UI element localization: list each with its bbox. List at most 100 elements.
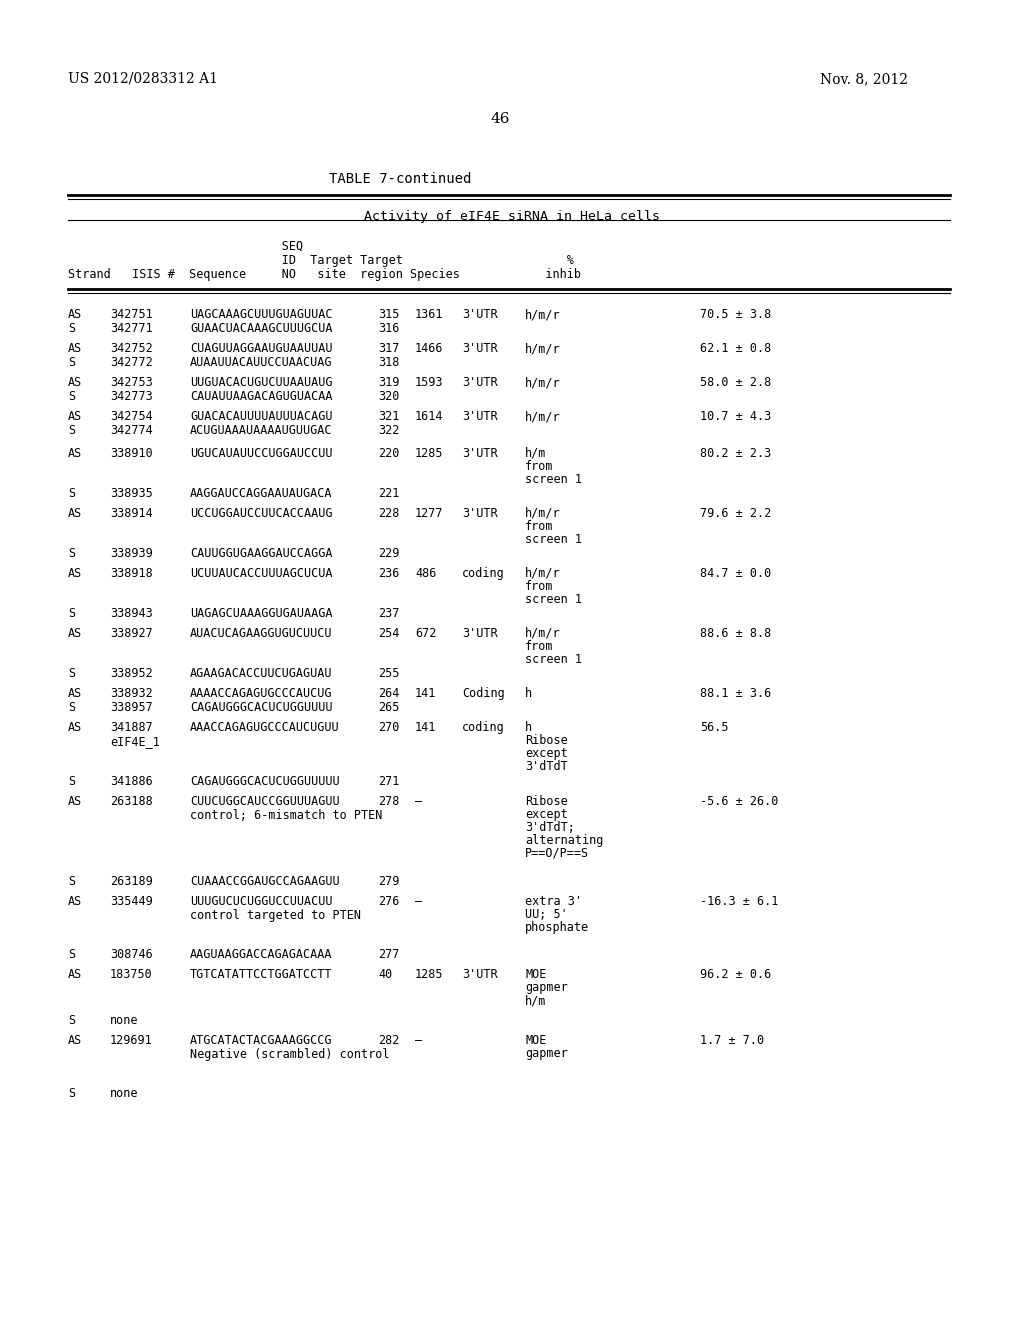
Text: MOE: MOE	[525, 968, 547, 981]
Text: 46: 46	[490, 112, 510, 125]
Text: S: S	[68, 875, 75, 888]
Text: –: –	[415, 895, 422, 908]
Text: 342753: 342753	[110, 376, 153, 389]
Text: 265: 265	[378, 701, 399, 714]
Text: 341887: 341887	[110, 721, 153, 734]
Text: Nov. 8, 2012: Nov. 8, 2012	[820, 73, 908, 86]
Text: UAGCAAAGCUUUGUAGUUAC: UAGCAAAGCUUUGUAGUUAC	[190, 308, 333, 321]
Text: 338952: 338952	[110, 667, 153, 680]
Text: S: S	[68, 546, 75, 560]
Text: 342751: 342751	[110, 308, 153, 321]
Text: AS: AS	[68, 686, 82, 700]
Text: 341886: 341886	[110, 775, 153, 788]
Text: Ribose: Ribose	[525, 734, 567, 747]
Text: 62.1 ± 0.8: 62.1 ± 0.8	[700, 342, 771, 355]
Text: ID  Target Target                       %: ID Target Target %	[68, 253, 573, 267]
Text: control; 6-mismatch to PTEN: control; 6-mismatch to PTEN	[190, 809, 382, 822]
Text: alternating: alternating	[525, 834, 603, 847]
Text: 96.2 ± 0.6: 96.2 ± 0.6	[700, 968, 771, 981]
Text: 278: 278	[378, 795, 399, 808]
Text: AS: AS	[68, 895, 82, 908]
Text: 316: 316	[378, 322, 399, 335]
Text: ACUGUAAAUAAAAUGUUGAC: ACUGUAAAUAAAAUGUUGAC	[190, 424, 333, 437]
Text: ATGCATACTACGAAAGGCCG: ATGCATACTACGAAAGGCCG	[190, 1034, 333, 1047]
Text: 338932: 338932	[110, 686, 153, 700]
Text: 338918: 338918	[110, 568, 153, 579]
Text: screen 1: screen 1	[525, 533, 582, 546]
Text: 141: 141	[415, 721, 436, 734]
Text: CUUCUGGCAUCCGGUUUAGUU: CUUCUGGCAUCCGGUUUAGUU	[190, 795, 340, 808]
Text: AAACCAGAGUGCCCAUCUGUU: AAACCAGAGUGCCCAUCUGUU	[190, 721, 340, 734]
Text: AS: AS	[68, 376, 82, 389]
Text: 338935: 338935	[110, 487, 153, 500]
Text: GUACACAUUUUAUUUACAGU: GUACACAUUUUAUUUACAGU	[190, 411, 333, 422]
Text: AS: AS	[68, 411, 82, 422]
Text: -5.6 ± 26.0: -5.6 ± 26.0	[700, 795, 778, 808]
Text: UCCUGGAUCCUUCACCAAUG: UCCUGGAUCCUUCACCAAUG	[190, 507, 333, 520]
Text: 56.5: 56.5	[700, 721, 728, 734]
Text: h/m: h/m	[525, 447, 547, 459]
Text: h/m/r: h/m/r	[525, 411, 560, 422]
Text: S: S	[68, 667, 75, 680]
Text: h/m/r: h/m/r	[525, 342, 560, 355]
Text: 58.0 ± 2.8: 58.0 ± 2.8	[700, 376, 771, 389]
Text: S: S	[68, 389, 75, 403]
Text: Negative (scrambled) control: Negative (scrambled) control	[190, 1048, 389, 1061]
Text: UAGAGCUAAAGGUGAUAAGA: UAGAGCUAAAGGUGAUAAGA	[190, 607, 333, 620]
Text: S: S	[68, 487, 75, 500]
Text: MOE: MOE	[525, 1034, 547, 1047]
Text: coding: coding	[462, 568, 505, 579]
Text: AS: AS	[68, 627, 82, 640]
Text: 1593: 1593	[415, 376, 443, 389]
Text: 236: 236	[378, 568, 399, 579]
Text: h/m/r: h/m/r	[525, 308, 560, 321]
Text: h/m/r: h/m/r	[525, 376, 560, 389]
Text: 342772: 342772	[110, 356, 153, 370]
Text: 317: 317	[378, 342, 399, 355]
Text: 322: 322	[378, 424, 399, 437]
Text: 88.6 ± 8.8: 88.6 ± 8.8	[700, 627, 771, 640]
Text: 342754: 342754	[110, 411, 153, 422]
Text: none: none	[110, 1086, 138, 1100]
Text: 10.7 ± 4.3: 10.7 ± 4.3	[700, 411, 771, 422]
Text: S: S	[68, 607, 75, 620]
Text: AAGUAAGGACCAGAGACAAA: AAGUAAGGACCAGAGACAAA	[190, 948, 333, 961]
Text: 264: 264	[378, 686, 399, 700]
Text: CAUAUUAAGACAGUGUACAA: CAUAUUAAGACAGUGUACAA	[190, 389, 333, 403]
Text: phosphate: phosphate	[525, 921, 589, 935]
Text: S: S	[68, 1086, 75, 1100]
Text: 486: 486	[415, 568, 436, 579]
Text: 70.5 ± 3.8: 70.5 ± 3.8	[700, 308, 771, 321]
Text: 228: 228	[378, 507, 399, 520]
Text: h: h	[525, 721, 532, 734]
Text: AS: AS	[68, 308, 82, 321]
Text: CUAGUUAGGAAUGUAAUUAU: CUAGUUAGGAAUGUAAUUAU	[190, 342, 333, 355]
Text: 321: 321	[378, 411, 399, 422]
Text: TABLE 7-continued: TABLE 7-continued	[329, 172, 471, 186]
Text: 338943: 338943	[110, 607, 153, 620]
Text: 282: 282	[378, 1034, 399, 1047]
Text: 318: 318	[378, 356, 399, 370]
Text: 1277: 1277	[415, 507, 443, 520]
Text: SEQ: SEQ	[68, 240, 303, 253]
Text: 271: 271	[378, 775, 399, 788]
Text: GUAACUACAAAGCUUUGCUA: GUAACUACAAAGCUUUGCUA	[190, 322, 333, 335]
Text: h/m/r: h/m/r	[525, 627, 560, 640]
Text: 88.1 ± 3.6: 88.1 ± 3.6	[700, 686, 771, 700]
Text: 672: 672	[415, 627, 436, 640]
Text: except: except	[525, 808, 567, 821]
Text: 1361: 1361	[415, 308, 443, 321]
Text: TGTCATATTCCTGGATCCTT: TGTCATATTCCTGGATCCTT	[190, 968, 333, 981]
Text: S: S	[68, 1014, 75, 1027]
Text: from: from	[525, 520, 554, 533]
Text: 3'UTR: 3'UTR	[462, 342, 498, 355]
Text: UCUUAUCACCUUUAGCUCUA: UCUUAUCACCUUUAGCUCUA	[190, 568, 333, 579]
Text: 315: 315	[378, 308, 399, 321]
Text: AS: AS	[68, 795, 82, 808]
Text: 40: 40	[378, 968, 392, 981]
Text: Ribose: Ribose	[525, 795, 567, 808]
Text: –: –	[415, 795, 422, 808]
Text: S: S	[68, 322, 75, 335]
Text: 220: 220	[378, 447, 399, 459]
Text: CAUUGGUGAAGGAUCCAGGA: CAUUGGUGAAGGAUCCAGGA	[190, 546, 333, 560]
